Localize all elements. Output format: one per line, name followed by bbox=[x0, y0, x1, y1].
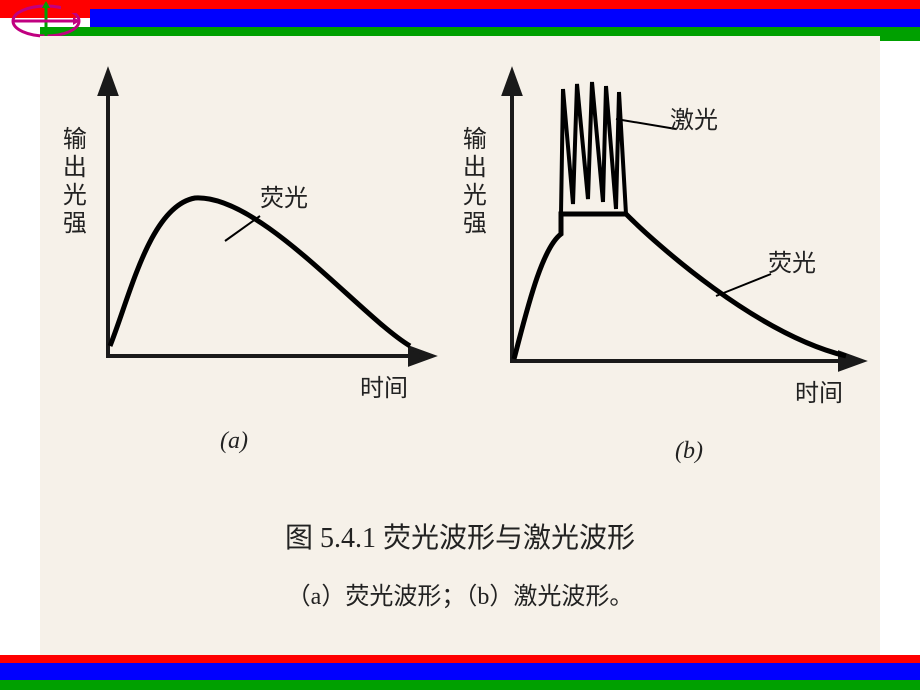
chart-a-sublabel: (a) bbox=[220, 428, 248, 454]
page: 输出光强 荧光 时间 (a) bbox=[0, 0, 920, 690]
chart-b-laser-label: 激光 bbox=[670, 108, 718, 134]
stripe-bot-blue bbox=[0, 663, 920, 681]
chart-b-sublabel: (b) bbox=[675, 438, 703, 464]
chart-b-xlabel: 时间 bbox=[795, 381, 843, 407]
chart-a-xlabel: 时间 bbox=[360, 376, 408, 402]
chart-b: 输出光强 激光 荧光 时间 (b) bbox=[470, 66, 870, 406]
caption-sub: （a）荧光波形；（b）激光波形。 bbox=[40, 576, 880, 611]
stripe-bot-green bbox=[0, 680, 920, 690]
chart-b-fluor-label: 荧光 bbox=[768, 251, 816, 277]
chart-b-ylabel: 输出光强 bbox=[458, 126, 484, 238]
content-area: 输出光强 荧光 时间 (a) bbox=[40, 36, 880, 656]
chart-a: 输出光强 荧光 时间 (a) bbox=[70, 66, 440, 406]
chart-a-ylabel: 输出光强 bbox=[58, 126, 84, 238]
caption-main: 图 5.4.1 荧光波形与激光波形 bbox=[40, 516, 880, 556]
stripe-top-blue bbox=[90, 9, 920, 27]
side-green-right bbox=[880, 27, 920, 41]
chart-a-curve-label: 荧光 bbox=[260, 186, 308, 212]
